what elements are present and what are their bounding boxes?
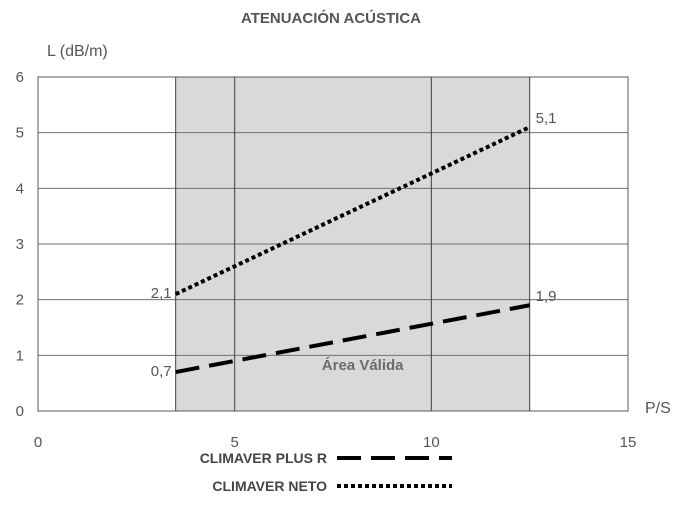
data-label-start-1: 2,1 <box>151 285 172 302</box>
x-tick-label-0: 0 <box>34 434 42 451</box>
y-tick-label-1: 1 <box>16 347 24 364</box>
y-tick-label-4: 4 <box>16 180 24 197</box>
data-label-end-1: 5,1 <box>536 110 557 127</box>
series-line-0 <box>175 303 531 374</box>
data-label-start-0: 0,7 <box>151 363 172 380</box>
plot-frame <box>37 76 629 412</box>
grid-lines <box>38 77 628 411</box>
data-labels: 0,7 1,9 2,1 5,1 <box>151 110 557 380</box>
legend-label-0: CLIMAVER PLUS R <box>200 450 327 466</box>
y-tick-label-3: 3 <box>16 236 24 253</box>
plot-border <box>37 76 629 412</box>
x-axis-label: P/S <box>645 400 671 417</box>
y-axis-label: L (dB/m) <box>47 43 108 60</box>
x-tick-label-15: 15 <box>620 434 637 451</box>
tick-labels: 0 1 2 3 4 5 6 0 5 10 15 <box>16 69 637 451</box>
y-tick-label-2: 2 <box>16 292 24 309</box>
x-tick-label-10: 10 <box>423 434 440 451</box>
valid-area-label: Área Válida <box>322 357 404 374</box>
x-tick-label-5: 5 <box>230 434 238 451</box>
y-tick-label-5: 5 <box>16 125 24 142</box>
legend-label-1: CLIMAVER NETO <box>212 478 327 494</box>
y-tick-label-6: 6 <box>16 69 24 86</box>
data-label-end-0: 1,9 <box>536 288 557 305</box>
series-layer <box>174 125 531 374</box>
chart-title: ATENUACIÓN ACÚSTICA <box>241 9 421 27</box>
series-line-1 <box>174 125 531 296</box>
legend: CLIMAVER PLUS R CLIMAVER NETO <box>200 450 452 494</box>
y-tick-label-0: 0 <box>16 403 24 420</box>
